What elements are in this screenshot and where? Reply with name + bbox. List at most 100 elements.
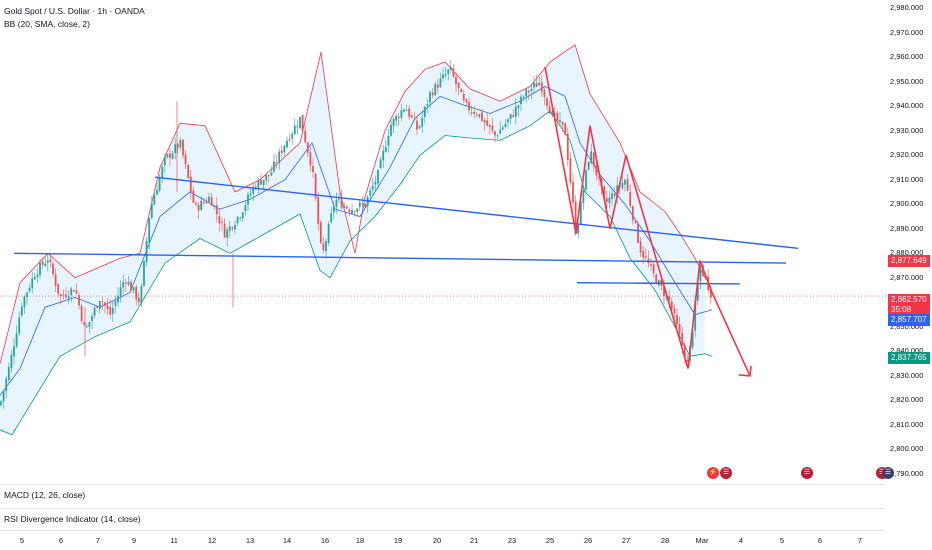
candle-body	[338, 198, 340, 200]
time-tick-label: 6	[817, 536, 823, 545]
candle-body	[390, 124, 392, 136]
bb-indicator-title[interactable]: BB (20, SMA, close, 2)	[4, 19, 90, 29]
candle-body	[83, 322, 86, 326]
candle-body	[148, 218, 151, 243]
candle-body	[244, 205, 247, 212]
pane-divider[interactable]	[0, 484, 884, 485]
candle-body	[135, 286, 138, 300]
candle-body	[566, 133, 569, 161]
candle-body	[54, 274, 57, 286]
candle-body	[195, 203, 197, 205]
time-tick-label: 5	[19, 536, 25, 545]
flag-us-icon[interactable]: ☰	[720, 467, 732, 479]
bb-fill	[0, 46, 705, 435]
price-tick-label: 2,840.000	[890, 346, 924, 356]
candle-body	[62, 294, 65, 296]
candle-body	[696, 282, 699, 301]
candle-body	[361, 203, 364, 205]
candle-body	[20, 306, 23, 316]
candle-body	[431, 92, 434, 96]
candle-body	[179, 140, 182, 148]
price-tick-label: 2,900.000	[890, 199, 924, 209]
candle-body	[31, 278, 34, 289]
candle-body	[2, 390, 5, 402]
candle-body	[457, 82, 460, 89]
candle-body	[624, 179, 626, 185]
candle-body	[694, 300, 697, 331]
candle-body	[59, 294, 62, 297]
flag-us-icon[interactable]: ☰	[801, 467, 813, 479]
candle-body	[221, 222, 223, 224]
time-tick-label: 12	[207, 536, 217, 545]
candle-body	[533, 83, 535, 88]
macd-indicator-title[interactable]: MACD (12, 26, close)	[4, 490, 86, 500]
candle-body	[182, 139, 184, 156]
candle-body	[93, 307, 96, 316]
time-tick-label: 4	[738, 536, 744, 545]
rsi-indicator-title[interactable]: RSI Divergence Indicator (14, close)	[4, 514, 141, 524]
candle-body	[345, 206, 348, 209]
candle-body	[275, 162, 278, 163]
candle-body	[543, 89, 546, 98]
candle-body	[603, 186, 606, 198]
candle-body	[343, 205, 346, 209]
candle-body	[39, 262, 41, 276]
candle-body	[686, 360, 689, 362]
candle-body	[439, 78, 442, 87]
candle-body	[44, 263, 47, 266]
candle-body	[80, 305, 83, 322]
candle-body	[384, 146, 387, 152]
candle-body	[418, 126, 421, 128]
candle-body	[41, 261, 44, 265]
arrow-head	[738, 365, 752, 377]
candle-body	[156, 189, 158, 195]
lightning-icon[interactable]: ⚡	[707, 467, 719, 479]
time-tick-label: Mar	[695, 536, 709, 545]
candle-body	[322, 243, 325, 251]
candle-body	[249, 193, 252, 196]
candle-body	[574, 201, 577, 234]
candle-body	[109, 307, 112, 315]
candle-body	[161, 166, 164, 178]
candle-body	[130, 281, 132, 291]
candle-body	[691, 331, 694, 348]
last-price-tag: 2,862.570 35:08	[888, 294, 930, 315]
candle-body	[416, 120, 418, 130]
candle-body	[548, 106, 551, 114]
candle-body	[460, 89, 463, 93]
candle-body	[559, 120, 561, 122]
candle-body	[699, 265, 702, 281]
candle-body	[215, 205, 218, 215]
time-tick-label: 27	[621, 536, 631, 545]
candle-body	[681, 332, 684, 346]
price-tick-label: 2,930.000	[890, 125, 924, 135]
candle-body	[226, 229, 229, 238]
candle-body	[137, 297, 140, 303]
candle-body	[377, 170, 379, 184]
pane-divider[interactable]	[0, 508, 884, 509]
candle-body	[104, 302, 106, 306]
candle-body	[397, 116, 400, 118]
candle-body	[637, 223, 639, 243]
candle-body	[166, 154, 169, 158]
candle-body	[436, 84, 439, 88]
candle-body	[488, 124, 491, 127]
candle-body	[187, 164, 190, 179]
candle-body	[75, 290, 78, 294]
symbol-title[interactable]: Gold Spot / U.S. Dollar · 1h · OANDA	[4, 6, 145, 16]
candle-body	[304, 130, 307, 143]
candle-body	[426, 104, 429, 106]
candle-body	[572, 181, 574, 203]
candle-body	[122, 282, 125, 288]
pane-divider[interactable]	[0, 530, 884, 531]
candle-body	[605, 198, 608, 202]
candle-body	[468, 102, 470, 111]
flag-us-icon[interactable]: ☰	[882, 467, 894, 479]
candle-body	[579, 201, 582, 225]
candle-body	[592, 152, 595, 166]
bb-upper-band	[0, 44, 706, 364]
candle-body	[106, 305, 109, 309]
candle-body	[475, 114, 478, 116]
